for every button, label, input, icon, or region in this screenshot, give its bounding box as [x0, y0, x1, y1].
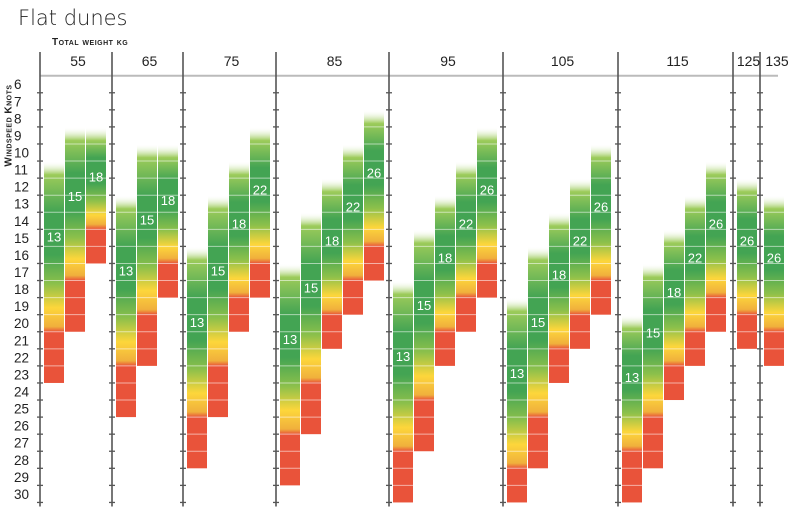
y-tick-label: 24: [14, 384, 30, 399]
y-tick-label: 6: [14, 77, 22, 92]
y-tick-label: 9: [14, 128, 22, 143]
kite-size-label: 18: [667, 285, 681, 300]
kite-size-label: 15: [646, 325, 660, 340]
weight-group-label: 85: [327, 53, 343, 69]
weight-group-label: 125: [737, 53, 761, 69]
y-tick-label: 27: [14, 436, 29, 451]
weight-group-label: 95: [440, 53, 456, 69]
kite-size-label: 13: [396, 349, 410, 364]
kite-size-label: 18: [552, 268, 566, 283]
weight-group-label: 115: [666, 53, 689, 69]
y-tick-label: 11: [14, 163, 28, 178]
kite-size-label: 22: [688, 251, 702, 266]
y-tick-label: 20: [14, 316, 29, 331]
kite-size-label: 13: [119, 264, 133, 279]
y-tick-label: 13: [14, 197, 29, 212]
y-tick-label: 21: [14, 333, 29, 348]
kite-range-bar: [158, 143, 178, 298]
kite-size-label: 13: [190, 315, 204, 330]
y-tick-label: 19: [14, 299, 29, 314]
y-tick-label: 14: [14, 214, 30, 229]
chart-title: Flat dunes: [18, 6, 128, 30]
kite-size-label: 22: [459, 217, 473, 232]
kite-range-bar: [414, 229, 434, 452]
y-tick-label: 30: [14, 487, 29, 502]
kite-size-label: 18: [325, 234, 339, 249]
kite-size-label: 26: [367, 165, 381, 180]
kite-range-bar: [44, 161, 64, 383]
kite-size-label: 15: [211, 264, 225, 279]
y-tick-label: 17: [14, 265, 29, 280]
kite-size-label: 22: [573, 234, 587, 249]
kite-size-label: 26: [709, 217, 723, 232]
kite-size-label: 18: [438, 251, 452, 266]
kite-range-bar: [528, 246, 548, 469]
y-tick-label: 18: [14, 282, 29, 297]
kite-range-bar: [622, 314, 642, 503]
x-axis-label: Total weight kg: [52, 37, 129, 48]
kite-size-label: 13: [47, 229, 61, 244]
y-tick-label: 22: [14, 350, 29, 365]
y-tick-label: 12: [14, 180, 29, 195]
kite-size-label: 18: [232, 217, 246, 232]
weight-group-label: 75: [224, 53, 240, 69]
kite-size-label: 22: [346, 199, 360, 214]
kite-size-label: 26: [740, 234, 754, 249]
kite-range-bar: [393, 280, 413, 503]
kite-size-label: 18: [89, 169, 103, 184]
kite-size-label: 13: [510, 366, 524, 381]
y-tick-label: 10: [14, 146, 29, 161]
y-tick-label: 8: [14, 111, 22, 126]
kite-size-label: 15: [304, 281, 318, 296]
kite-size-label: 13: [625, 370, 639, 385]
weight-group-label: 135: [765, 53, 789, 69]
weight-group-label: 105: [551, 53, 575, 69]
kite-range-bar: [208, 195, 228, 418]
kite-size-label: 26: [594, 199, 608, 214]
kite-size-label: 15: [531, 315, 545, 330]
kite-size-label: 22: [253, 182, 267, 197]
kite-range-bar: [187, 246, 207, 469]
kite-size-label: 26: [480, 182, 494, 197]
y-tick-label: 16: [14, 248, 29, 263]
y-tick-label: 15: [14, 231, 29, 246]
kite-size-label: 15: [417, 298, 431, 313]
y-tick-label: 26: [14, 419, 29, 434]
y-tick-label: 23: [14, 367, 29, 382]
kite-range-bar: [116, 195, 136, 418]
kite-size-label: 13: [283, 332, 297, 347]
kite-range-bar: [137, 143, 157, 366]
kite-size-label: 26: [767, 251, 781, 266]
kite-size-label: 15: [140, 212, 154, 227]
y-tick-label: 25: [14, 402, 29, 417]
weight-group-label: 65: [142, 53, 158, 69]
kite-size-label: 18: [161, 193, 175, 208]
y-tick-label: 28: [14, 453, 29, 468]
y-tick-label: 7: [14, 94, 22, 109]
kite-range-bar: [301, 212, 321, 435]
kite-size-label: 15: [68, 189, 82, 204]
y-tick-label: 29: [14, 470, 29, 485]
weight-group-label: 55: [70, 53, 86, 69]
kite-range-bar: [280, 263, 300, 486]
